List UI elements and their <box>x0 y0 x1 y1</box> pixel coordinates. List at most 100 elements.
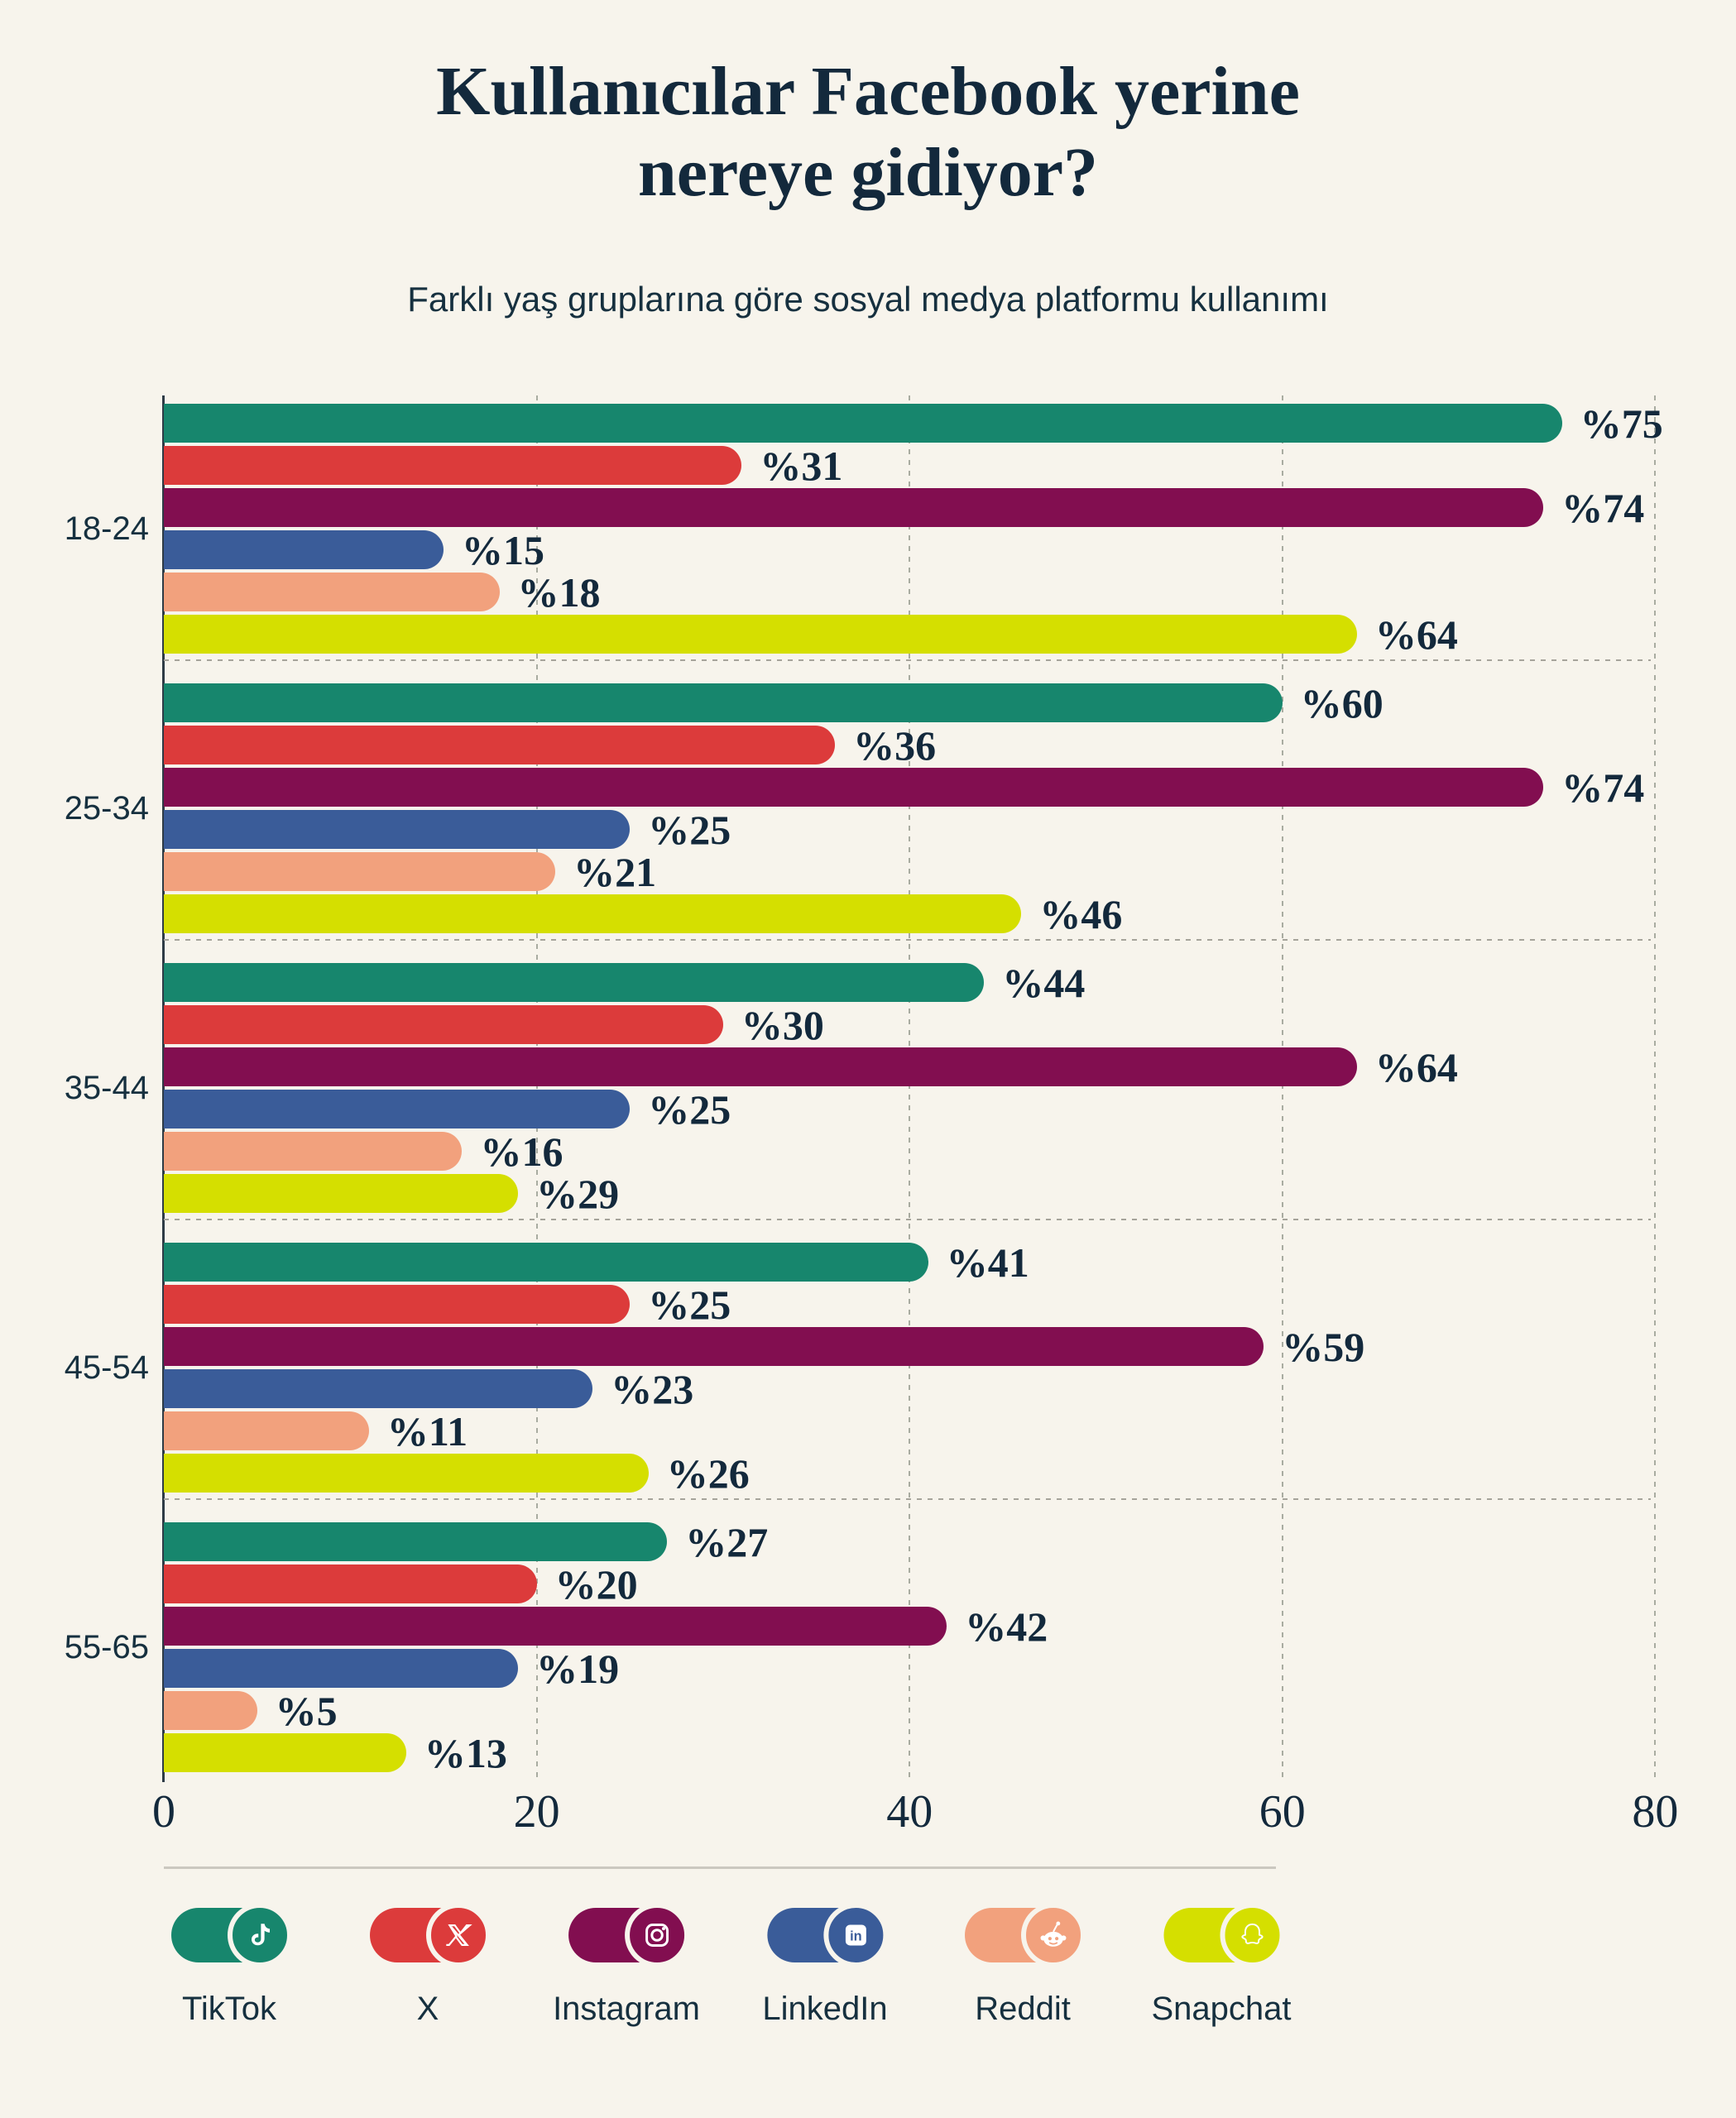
group-separator <box>164 939 1651 941</box>
bar-tiktok-25-34 <box>164 683 1283 722</box>
group-separator <box>164 1498 1651 1500</box>
bar-linkedin-45-54 <box>164 1369 593 1408</box>
reddit-icon <box>965 1903 1086 1967</box>
bar-instagram-55-65 <box>164 1607 947 1646</box>
bar-x-35-44 <box>164 1005 723 1044</box>
legend-item-linkedin: in LinkedIn <box>762 1903 888 2028</box>
reddit-alien-glyph <box>1040 1921 1067 1947</box>
group-separator <box>164 659 1651 661</box>
x-tick-label-40: 40 <box>886 1786 933 1838</box>
legend-label-snapchat: Snapchat <box>1151 1991 1292 2027</box>
x-tick-label-80: 80 <box>1632 1786 1679 1838</box>
value-label-x-25-34: %36 <box>853 722 937 769</box>
value-label-instagram-25-34: %74 <box>1561 764 1645 811</box>
x-tick-label-20: 20 <box>513 1786 560 1838</box>
tiktok-icon <box>171 1903 292 1967</box>
value-label-x-45-54: %25 <box>648 1282 731 1328</box>
bar-x-45-54 <box>164 1285 631 1324</box>
value-label-reddit-45-54: %11 <box>386 1408 468 1454</box>
bar-reddit-45-54 <box>164 1411 369 1450</box>
bar-reddit-55-65 <box>164 1691 257 1730</box>
value-label-linkedin-45-54: %23 <box>611 1366 694 1412</box>
bar-instagram-45-54 <box>164 1327 1264 1366</box>
value-label-instagram-35-44: %64 <box>1374 1044 1458 1090</box>
legend-item-tiktok: TikTok <box>171 1903 292 2028</box>
value-label-tiktok-25-34: %60 <box>1300 680 1384 726</box>
value-label-linkedin-35-44: %25 <box>648 1086 731 1133</box>
legend-item-reddit: Reddit <box>965 1903 1086 2028</box>
legend-label-linkedin: LinkedIn <box>762 1991 888 2027</box>
x-tick-label-0: 0 <box>152 1786 175 1838</box>
legend-item-x: X <box>370 1903 491 2028</box>
value-label-reddit-25-34: %21 <box>573 849 657 895</box>
bar-instagram-25-34 <box>164 768 1544 807</box>
age-label-18-24: 18-24 <box>64 510 149 547</box>
snapchat-icon <box>1163 1903 1284 1967</box>
bar-x-18-24 <box>164 446 742 485</box>
x-icon <box>370 1903 491 1967</box>
bar-x-25-34 <box>164 726 836 764</box>
age-label-45-54: 45-54 <box>64 1349 149 1386</box>
value-label-tiktok-18-24: %75 <box>1580 400 1663 447</box>
tiktok-badge-circle <box>228 1903 292 1967</box>
value-label-tiktok-45-54: %41 <box>946 1239 1029 1286</box>
bar-tiktok-55-65 <box>164 1522 668 1561</box>
tiktok-note-glyph <box>252 1924 270 1946</box>
age-label-35-44: 35-44 <box>64 1070 149 1106</box>
bar-linkedin-35-44 <box>164 1090 631 1128</box>
y-axis-line <box>162 395 165 1782</box>
value-label-reddit-35-44: %16 <box>480 1128 563 1175</box>
page-subtitle: Farklı yaş gruplarına göre sosyal medya … <box>407 280 1329 319</box>
reddit-badge-circle <box>1021 1903 1086 1967</box>
gridline-40 <box>909 395 911 1780</box>
value-label-snapchat-55-65: %13 <box>424 1730 507 1776</box>
legend-divider <box>164 1866 1276 1869</box>
bar-linkedin-18-24 <box>164 530 444 569</box>
instagram-badge-circle <box>624 1903 689 1967</box>
x-tick-label-60: 60 <box>1259 1786 1306 1838</box>
bar-reddit-18-24 <box>164 573 500 611</box>
bar-linkedin-25-34 <box>164 810 631 849</box>
legend-item-instagram: Instagram <box>553 1903 700 2028</box>
value-label-tiktok-55-65: %27 <box>685 1519 769 1565</box>
group-separator <box>164 1219 1651 1220</box>
value-label-tiktok-35-44: %44 <box>1002 960 1086 1006</box>
svg-text:in: in <box>850 1929 862 1944</box>
value-label-snapchat-35-44: %29 <box>536 1171 620 1217</box>
value-label-x-35-44: %30 <box>741 1002 824 1048</box>
bar-reddit-25-34 <box>164 852 556 891</box>
gridline-20 <box>535 395 538 1780</box>
value-label-x-55-65: %20 <box>554 1561 638 1608</box>
gridline-80 <box>1654 395 1657 1780</box>
value-label-snapchat-25-34: %46 <box>1039 891 1123 937</box>
value-label-reddit-55-65: %5 <box>275 1688 338 1734</box>
title-line-2: nereye gidiyor? <box>637 134 1098 212</box>
bar-instagram-18-24 <box>164 488 1544 527</box>
age-label-25-34: 25-34 <box>64 790 149 827</box>
value-label-linkedin-18-24: %15 <box>461 527 544 573</box>
title-line-1: Kullanıcılar Facebook yerine <box>436 53 1300 130</box>
value-label-x-18-24: %31 <box>760 443 843 489</box>
legend-label-instagram: Instagram <box>553 1991 700 2027</box>
bar-instagram-35-44 <box>164 1047 1357 1086</box>
linkedin-badge-circle: in <box>822 1903 888 1967</box>
value-label-reddit-18-24: %18 <box>517 569 601 616</box>
bar-reddit-35-44 <box>164 1132 463 1171</box>
page-title: Kullanıcılar Facebook yerine nereye gidi… <box>0 51 1736 214</box>
bar-tiktok-45-54 <box>164 1243 928 1282</box>
value-label-linkedin-25-34: %25 <box>648 807 731 853</box>
bar-snapchat-45-54 <box>164 1454 649 1493</box>
x-badge-circle <box>426 1903 491 1967</box>
bar-snapchat-55-65 <box>164 1733 406 1772</box>
legend-label-x: X <box>416 1991 439 2027</box>
instagram-icon <box>568 1903 689 1967</box>
value-label-snapchat-18-24: %64 <box>1374 611 1458 658</box>
bar-x-55-65 <box>164 1565 537 1603</box>
x-logo-glyph <box>446 1924 472 1946</box>
age-label-55-65: 55-65 <box>64 1629 149 1665</box>
bar-snapchat-35-44 <box>164 1174 519 1213</box>
